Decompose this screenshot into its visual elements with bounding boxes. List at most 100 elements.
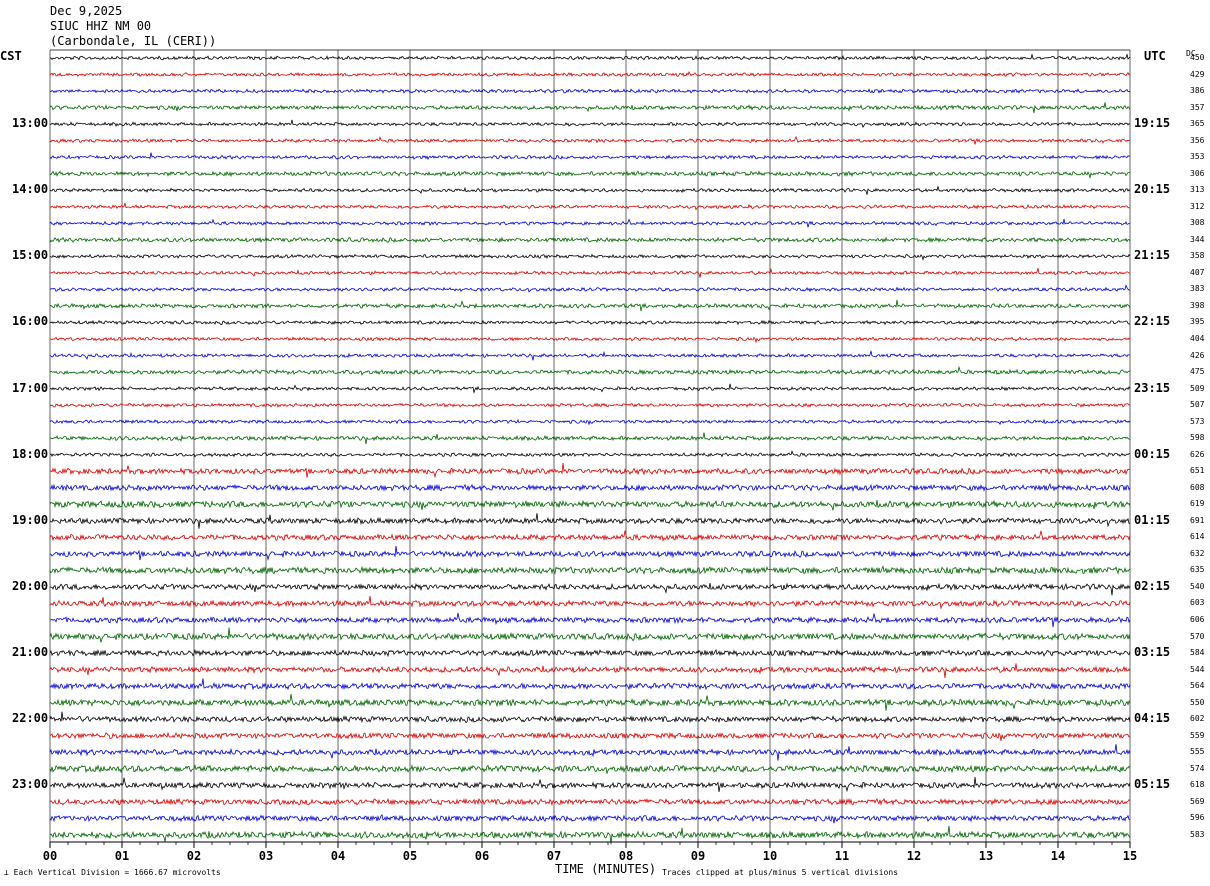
trace-row-29 xyxy=(49,530,1131,543)
trace-row-28 xyxy=(49,513,1131,529)
trace-row-12 xyxy=(49,253,1131,262)
dc-offset-label: 602 xyxy=(1190,714,1205,724)
dc-offset-label: 356 xyxy=(1190,135,1205,145)
trace-row-21 xyxy=(49,402,1131,408)
trace-row-4 xyxy=(49,119,1131,129)
trace-row-22 xyxy=(49,418,1131,426)
trace-row-36 xyxy=(49,648,1131,658)
trace-row-16 xyxy=(49,319,1131,326)
trace-row-34 xyxy=(49,612,1131,628)
dc-offset-label: 426 xyxy=(1190,350,1205,360)
dc-offset-label: 651 xyxy=(1190,466,1205,476)
right-hour-label: 00:15 xyxy=(1134,446,1171,461)
dc-offset-label: 540 xyxy=(1190,581,1205,591)
x-tick-label-04: 04 xyxy=(331,849,345,863)
dc-offset-label: 614 xyxy=(1190,532,1205,542)
dc-offset-label: 407 xyxy=(1190,267,1205,277)
trace-row-24 xyxy=(49,450,1131,458)
trace-row-43 xyxy=(49,764,1131,774)
x-tick-label-11: 11 xyxy=(835,849,849,863)
trace-row-7 xyxy=(49,170,1131,179)
location-label: (Carbondale, IL (CERI)) xyxy=(50,34,217,48)
left-hour-label: 17:00 xyxy=(12,380,49,395)
dc-offset-label: 619 xyxy=(1190,499,1205,509)
seismic-traces xyxy=(49,54,1131,845)
left-hour-label: 19:00 xyxy=(12,512,49,527)
trace-row-10 xyxy=(49,218,1130,228)
trace-row-40 xyxy=(49,711,1131,724)
dc-offset-label: 555 xyxy=(1190,747,1205,757)
trace-row-6 xyxy=(49,152,1131,160)
left-hour-label: 18:00 xyxy=(12,446,49,461)
x-tick-label-09: 09 xyxy=(691,849,705,863)
trace-row-35 xyxy=(49,627,1131,643)
trace-row-37 xyxy=(49,663,1131,679)
minute-gridlines xyxy=(49,49,1131,842)
trace-row-14 xyxy=(49,284,1130,293)
dc-offset-label: 509 xyxy=(1190,383,1205,393)
dc-offset-label: 429 xyxy=(1190,69,1205,79)
trace-row-11 xyxy=(49,236,1131,244)
x-tick-label-05: 05 xyxy=(403,849,417,863)
dc-offset-label: 313 xyxy=(1190,185,1205,195)
right-hour-label: 20:15 xyxy=(1134,182,1171,197)
trace-row-2 xyxy=(49,88,1131,94)
dc-offset-label: 570 xyxy=(1190,631,1205,641)
dc-offset-label: 626 xyxy=(1190,449,1205,459)
left-hour-label: 21:00 xyxy=(12,645,49,660)
trace-row-47 xyxy=(49,825,1131,845)
left-timezone-label: CST xyxy=(0,49,22,63)
right-hour-label: 02:15 xyxy=(1134,578,1171,593)
trace-row-17 xyxy=(49,336,1131,344)
trace-row-31 xyxy=(49,565,1131,575)
footer-clip-note: Traces clipped at plus/minus 5 vertical … xyxy=(662,868,899,877)
left-hour-label: 15:00 xyxy=(12,248,49,263)
x-tick-label-13: 13 xyxy=(979,849,993,863)
left-hour-label: 22:00 xyxy=(12,711,49,726)
trace-row-46 xyxy=(49,814,1131,824)
x-tick-label-07: 07 xyxy=(547,849,561,863)
trace-row-39 xyxy=(49,693,1131,711)
right-timezone-label: UTC xyxy=(1144,49,1166,63)
x-tick-label-01: 01 xyxy=(115,849,129,863)
dc-offset-label: 608 xyxy=(1190,482,1205,492)
footer-scale-note: ⟂ Each Vertical Division = 1666.67 micro… xyxy=(4,868,221,877)
left-hour-label: 13:00 xyxy=(12,116,49,131)
x-tick-label-15: 15 xyxy=(1123,849,1137,863)
trace-row-13 xyxy=(49,267,1131,278)
trace-row-44 xyxy=(49,776,1131,793)
trace-row-42 xyxy=(49,744,1131,761)
dc-offset-label: 632 xyxy=(1190,548,1205,558)
date-label: Dec 9,2025 xyxy=(50,4,123,18)
dc-offset-label: 618 xyxy=(1190,780,1205,790)
dc-offset-label: 564 xyxy=(1190,681,1205,691)
dc-offset-label: 404 xyxy=(1190,334,1205,343)
dc-offset-label: 603 xyxy=(1190,598,1205,608)
dc-offset-label: 358 xyxy=(1190,251,1205,261)
x-tick-label-10: 10 xyxy=(763,849,777,863)
dc-header-label: DC xyxy=(1186,49,1196,58)
trace-row-15 xyxy=(49,299,1131,312)
dc-offset-label: 357 xyxy=(1190,102,1205,112)
x-tick-label-08: 08 xyxy=(619,849,633,863)
dc-offset-label: 550 xyxy=(1190,697,1205,707)
right-hour-label: 22:15 xyxy=(1134,314,1171,329)
x-tick-label-12: 12 xyxy=(907,849,921,863)
x-tick-label-03: 03 xyxy=(259,849,273,863)
dc-offset-label: 569 xyxy=(1190,796,1205,806)
dc-offset-label: 450 xyxy=(1190,53,1205,62)
trace-row-20 xyxy=(49,383,1131,394)
dc-offset-label: 544 xyxy=(1190,664,1205,674)
trace-row-19 xyxy=(49,365,1131,376)
trace-row-5 xyxy=(49,135,1131,145)
dc-offset-label: 559 xyxy=(1190,730,1205,740)
left-hour-label: 16:00 xyxy=(12,314,49,329)
trace-row-27 xyxy=(49,499,1131,511)
trace-row-23 xyxy=(49,432,1131,445)
trace-row-18 xyxy=(49,350,1130,361)
trace-row-38 xyxy=(49,678,1131,692)
trace-row-26 xyxy=(49,482,1131,492)
dc-offset-label: 635 xyxy=(1190,565,1205,575)
dc-offset-label: 583 xyxy=(1190,829,1205,839)
